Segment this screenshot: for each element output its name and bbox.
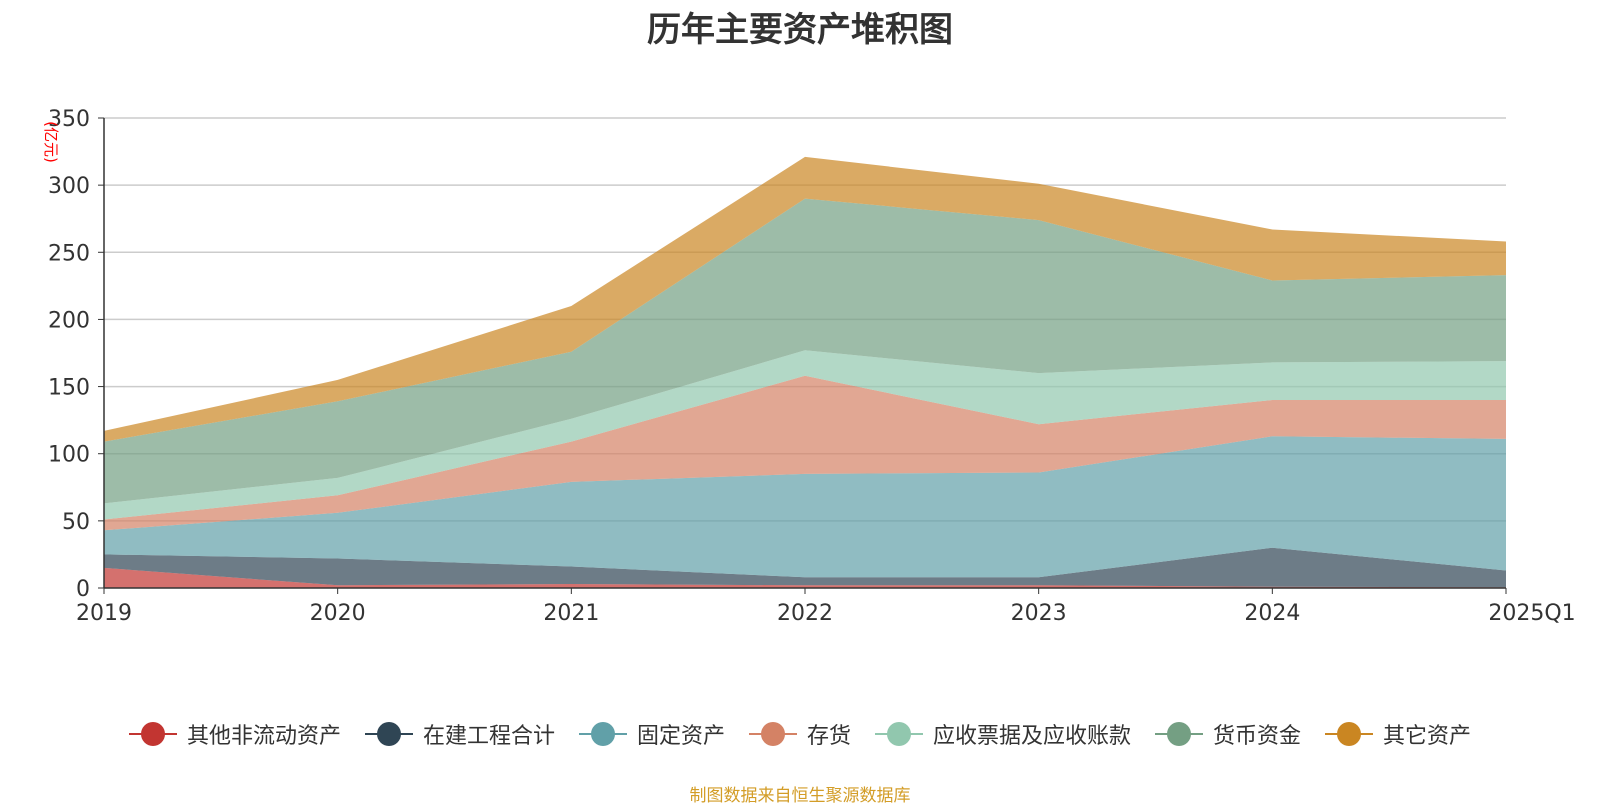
legend-marker-icon: [1155, 722, 1204, 746]
chart: 0 50 100 150 200 250 300 350 2019 2020 2021 2022 202…: [42, 107, 1576, 626]
area-6[interactable]: [104, 198, 1506, 504]
legend-label: 存货: [806, 724, 851, 749]
x-tick-label: 2024: [1244, 601, 1300, 626]
legend-label: 固定资产: [636, 724, 725, 749]
area-4[interactable]: [104, 375, 1506, 531]
legend-item-6[interactable]: 货币资金: [1155, 718, 1301, 750]
y-tick-label: 100: [48, 443, 90, 468]
area-series: [104, 156, 1506, 588]
y-tick-label: 50: [62, 510, 90, 535]
legend-marker-icon: [128, 722, 177, 746]
area-2[interactable]: [104, 547, 1506, 588]
source-note: 制图数据来自恒生聚源数据库: [689, 786, 911, 806]
y-tick-label: 200: [48, 308, 90, 333]
y-tick-label: 0: [76, 577, 90, 602]
x-tick-label: 2025Q1: [1488, 601, 1575, 626]
y-axis-unit-label: (亿元): [42, 121, 60, 163]
legend-label: 货币资金: [1213, 724, 1302, 749]
y-tick-label: 250: [48, 241, 90, 266]
legend-label: 在建工程合计: [422, 724, 555, 749]
legend-label: 其他非流动资产: [186, 724, 341, 749]
legend: 其他非流动资产 在建工程合计 固定资产 存货 应收票据及应收账款 货币资金 其它资产: [0, 718, 1600, 750]
legend-item-1[interactable]: 其他非流动资产: [128, 718, 341, 750]
axes: 0 50 100 150 200 250 300 350 2019 2020 2021 2022 202…: [48, 107, 1576, 626]
legend-marker-icon: [578, 722, 627, 746]
legend-marker-icon: [875, 722, 923, 746]
legend-item-3[interactable]: 固定资产: [578, 718, 725, 750]
legend-label: 其它资产: [1383, 724, 1472, 749]
chart-title: 历年主要资产堆积图: [647, 10, 953, 50]
legend-item-7[interactable]: 其它资产: [1325, 718, 1471, 750]
x-tick-label: 2022: [777, 601, 833, 626]
legend-item-2[interactable]: 在建工程合计: [364, 718, 555, 750]
x-tick-label: 2021: [543, 601, 599, 626]
legend-marker-icon: [364, 722, 413, 746]
area-1[interactable]: [104, 567, 1506, 588]
x-tick-label: 2023: [1011, 601, 1067, 626]
legend-marker-icon: [1325, 722, 1374, 746]
area-3[interactable]: [104, 436, 1506, 578]
legend-item-5[interactable]: 应收票据及应收账款: [875, 718, 1131, 750]
x-tick-label: 2019: [76, 601, 132, 626]
x-tick-label: 2020: [310, 601, 366, 626]
legend-marker-icon: [748, 722, 797, 746]
y-tick-label: 150: [48, 376, 90, 401]
y-tick-label: 350: [48, 107, 90, 132]
area-5[interactable]: [104, 350, 1506, 520]
legend-label: 应收票据及应收账款: [933, 724, 1132, 749]
area-7[interactable]: [104, 156, 1506, 442]
y-tick-label: 300: [48, 174, 90, 199]
legend-item-4[interactable]: 存货: [748, 718, 851, 750]
